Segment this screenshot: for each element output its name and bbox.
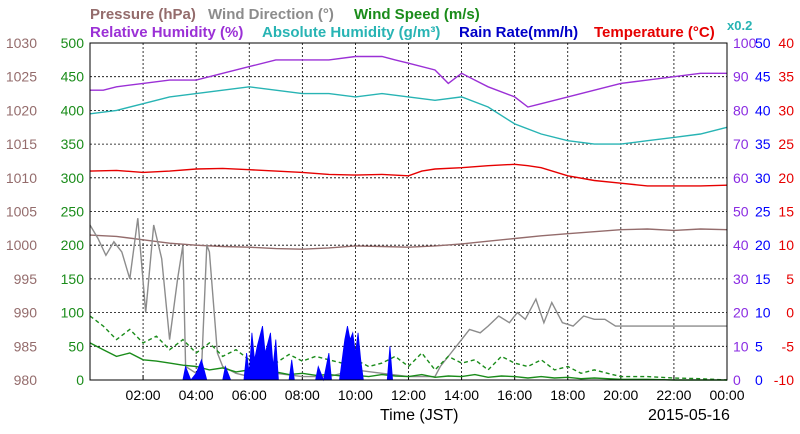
rain-axis-tick: 30 (755, 170, 771, 186)
humidity-axis-tick: 20 (733, 305, 749, 321)
rain-axis-tick: 35 (755, 136, 771, 152)
legend-rain-rate: Rain Rate(mm/h) (459, 24, 578, 41)
pressure-axis-tick: 1025 (6, 69, 37, 85)
temperature-axis-tick: -10 (774, 372, 794, 388)
x-tick-label: 22:00 (656, 387, 691, 403)
rain-axis-tick: 0 (755, 372, 763, 388)
x-tick-label: 02:00 (126, 387, 161, 403)
wind-axis-tick: 200 (61, 237, 85, 253)
chart-axes: 1030102510201015101010051000995990985980… (6, 35, 794, 403)
series-wind-speed-max-m-s (89, 315, 728, 381)
wind-axis-tick: 150 (61, 271, 85, 287)
rain-axis-tick: 50 (755, 35, 771, 51)
humidity-axis-tick: 80 (733, 102, 749, 118)
x-tick-label: 14:00 (444, 387, 479, 403)
series-wind-speed-avg-m-s (89, 342, 727, 381)
wind-axis-tick: 450 (61, 69, 85, 85)
series-relative-humidity (90, 55, 727, 108)
temperature-axis-tick: 15 (778, 204, 794, 220)
series-absolute-humidity-g-m (89, 86, 728, 145)
humidity-axis-tick: 40 (733, 237, 749, 253)
x-tick-label: 00:00 (709, 387, 744, 403)
humidity-axis-tick: 0 (733, 372, 741, 388)
legend-rain-scale: x0.2 (727, 18, 752, 33)
wind-axis-tick: 350 (61, 136, 85, 152)
humidity-axis-tick: 90 (733, 69, 749, 85)
wind-axis-tick: 0 (76, 372, 84, 388)
pressure-axis-tick: 1015 (6, 136, 37, 152)
x-tick-label: 16:00 (497, 387, 532, 403)
pressure-axis-tick: 1000 (6, 237, 37, 253)
temperature-axis-tick: 10 (778, 237, 794, 253)
temperature-axis-tick: 0 (786, 305, 794, 321)
legend-relative-humidity: Relative Humidity (%) (90, 24, 243, 41)
rain-axis-tick: 15 (755, 271, 771, 287)
temperature-axis-tick: -5 (782, 338, 795, 354)
humidity-axis-tick: 60 (733, 170, 749, 186)
wind-axis-tick: 50 (68, 338, 84, 354)
x-tick-label: 06:00 (232, 387, 267, 403)
temperature-axis-tick: 40 (778, 35, 794, 51)
chart-legend: Pressure (hPa) Wind Direction (°) Wind S… (90, 6, 752, 41)
humidity-axis-tick: 100 (733, 35, 757, 51)
x-axis-label: Time (JST) (380, 407, 459, 424)
plot-frame (89, 42, 728, 381)
wind-axis-tick: 300 (61, 170, 85, 186)
x-tick-label: 04:00 (179, 387, 214, 403)
legend-pressure: Pressure (hPa) (90, 6, 196, 23)
pressure-axis-tick: 980 (14, 372, 38, 388)
chart-series (89, 55, 728, 382)
legend-temperature: Temperature (°C) (594, 24, 715, 41)
legend-absolute-humidity: Absolute Humidity (g/m³) (262, 24, 440, 41)
humidity-axis-tick: 10 (733, 338, 749, 354)
chart-grid (90, 43, 727, 380)
temperature-axis-tick: 35 (778, 69, 794, 85)
pressure-axis-tick: 1010 (6, 170, 37, 186)
series-pressure-hpa (89, 228, 728, 250)
pressure-axis-tick: 990 (14, 305, 38, 321)
temperature-axis-tick: 25 (778, 136, 794, 152)
chart-date: 2015-05-16 (648, 407, 730, 424)
humidity-axis-tick: 70 (733, 136, 749, 152)
x-tick-label: 18:00 (550, 387, 585, 403)
x-tick-label: 12:00 (391, 387, 426, 403)
temperature-axis-tick: 30 (778, 102, 794, 118)
legend-wind-speed: Wind Speed (m/s) (354, 6, 480, 23)
pressure-axis-tick: 1005 (6, 204, 37, 220)
wind-axis-tick: 100 (61, 305, 85, 321)
humidity-axis-tick: 50 (733, 204, 749, 220)
x-tick-label: 08:00 (285, 387, 320, 403)
rain-axis-tick: 5 (755, 338, 763, 354)
pressure-axis-tick: 985 (14, 338, 38, 354)
humidity-axis-tick: 30 (733, 271, 749, 287)
x-tick-label: 10:00 (338, 387, 373, 403)
rain-axis-tick: 20 (755, 237, 771, 253)
rain-axis-tick: 10 (755, 305, 771, 321)
pressure-axis-tick: 1020 (6, 102, 37, 118)
rain-axis-tick: 40 (755, 102, 771, 118)
series-temperature-c (89, 163, 728, 187)
wind-axis-tick: 250 (61, 204, 85, 220)
wind-axis-tick: 400 (61, 102, 85, 118)
rain-axis-tick: 25 (755, 204, 771, 220)
legend-wind-direction: Wind Direction (°) (208, 6, 334, 23)
pressure-axis-tick: 1030 (6, 35, 37, 51)
temperature-axis-tick: 5 (786, 271, 794, 287)
series-rain-rate-mm-h (182, 325, 394, 382)
wind-axis-tick: 500 (61, 35, 85, 51)
pressure-axis-tick: 995 (14, 271, 38, 287)
temperature-axis-tick: 20 (778, 170, 794, 186)
series-wind-direction (89, 218, 727, 378)
x-tick-label: 20:00 (603, 387, 638, 403)
rain-axis-tick: 45 (755, 69, 771, 85)
